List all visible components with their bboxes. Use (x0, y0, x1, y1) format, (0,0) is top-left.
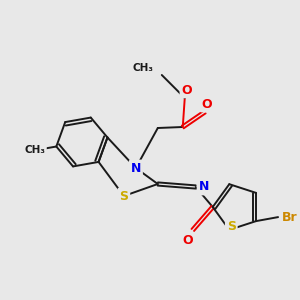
Text: O: O (201, 98, 212, 110)
Text: S: S (227, 220, 236, 233)
Text: S: S (119, 190, 128, 202)
Text: N: N (130, 161, 141, 175)
Text: N: N (199, 181, 209, 194)
Text: CH₃: CH₃ (133, 63, 154, 73)
Text: O: O (182, 233, 193, 247)
Text: O: O (182, 83, 192, 97)
Text: Br: Br (282, 211, 298, 224)
Text: CH₃: CH₃ (24, 145, 45, 155)
